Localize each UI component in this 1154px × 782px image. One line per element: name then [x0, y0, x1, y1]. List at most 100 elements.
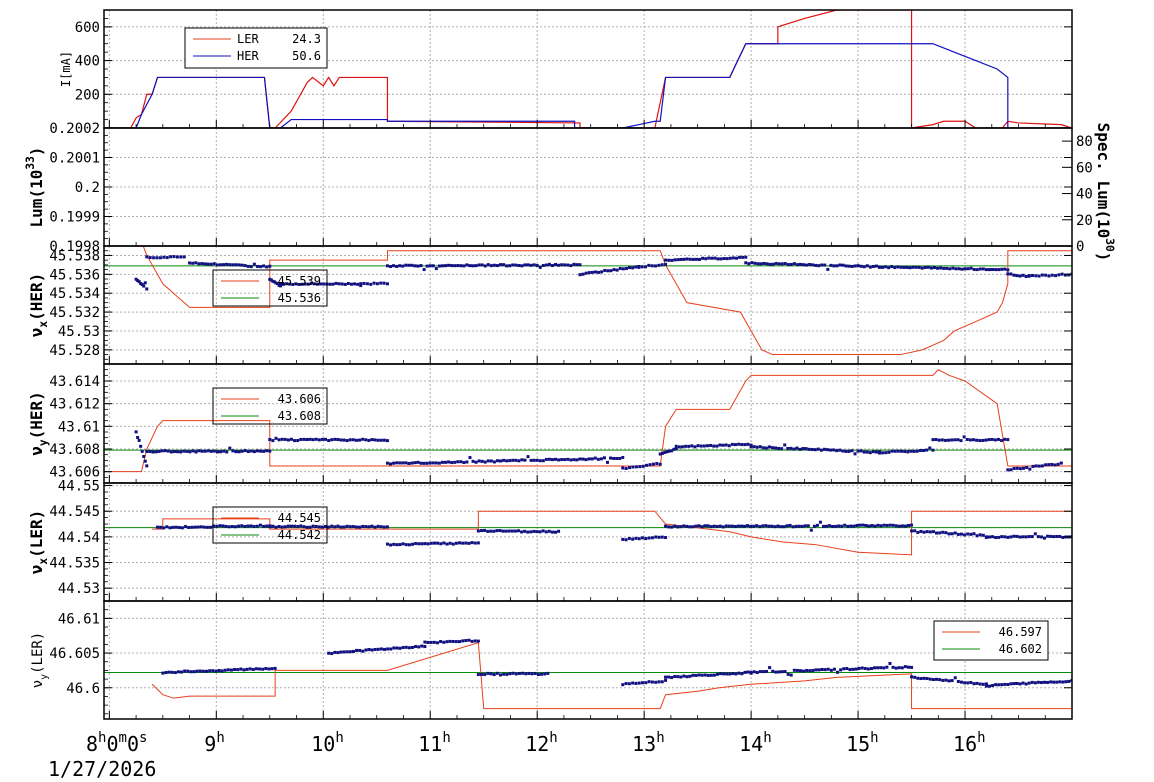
tune-point — [981, 533, 985, 537]
tune-point — [188, 450, 192, 454]
tune-point — [139, 282, 143, 286]
tune-point — [277, 283, 281, 287]
y-tick-label: 44.545 — [49, 504, 100, 520]
tune-point — [208, 669, 212, 673]
tune-point — [395, 543, 399, 547]
tune-point — [800, 524, 804, 528]
tune-point — [448, 639, 452, 643]
tune-point — [881, 451, 885, 455]
tune-point — [948, 267, 952, 271]
tune-point — [831, 524, 835, 528]
tune-point — [468, 264, 472, 268]
y-tick-label: 0.2 — [75, 180, 100, 196]
tune-point — [600, 270, 604, 274]
tune-point — [785, 524, 789, 528]
tune-point — [240, 524, 244, 528]
y-tick-label: 0.1998 — [49, 239, 100, 255]
tune-point — [694, 257, 698, 261]
tune-point — [200, 262, 204, 266]
plot-area — [104, 10, 1072, 128]
tune-point — [407, 646, 411, 650]
tune-point — [1006, 683, 1010, 687]
legend-value: 44.545 — [278, 511, 321, 525]
tune-point — [392, 542, 396, 546]
tune-point — [764, 446, 768, 450]
tune-point — [476, 673, 480, 677]
tune-point — [547, 457, 551, 461]
tune-point — [975, 534, 979, 538]
tune-point — [1018, 535, 1022, 539]
y-tick-label: 45.534 — [49, 286, 100, 302]
tune-point — [467, 638, 471, 642]
tune-point — [243, 264, 247, 268]
tune-point — [550, 458, 554, 462]
tune-point — [240, 263, 244, 267]
tune-point — [634, 265, 638, 269]
tune-point — [179, 450, 183, 454]
tune-point — [395, 461, 399, 465]
tune-point — [176, 450, 180, 454]
tune-point — [621, 537, 625, 541]
tune-point — [795, 446, 799, 450]
tune-point — [578, 263, 582, 267]
tune-point — [544, 530, 548, 534]
tune-point — [660, 680, 664, 684]
tune-point — [428, 461, 432, 465]
tune-point — [935, 677, 939, 681]
tune-point — [670, 258, 674, 262]
tune-point — [731, 672, 735, 676]
tune-point — [994, 683, 998, 687]
tune-point — [520, 530, 524, 534]
tune-point — [897, 524, 901, 528]
tune-point — [1050, 273, 1054, 277]
tune-point — [1049, 534, 1053, 538]
tune-point — [404, 543, 408, 547]
tune-point — [349, 282, 353, 286]
tune-point — [860, 666, 864, 670]
tune-point — [285, 282, 289, 286]
tune-point — [188, 261, 192, 265]
tune-point — [340, 282, 344, 286]
legend-label: LER — [237, 32, 259, 46]
tune-point — [650, 536, 654, 540]
tune-point — [429, 541, 433, 545]
tune-point — [262, 449, 266, 453]
tune-point — [734, 672, 738, 676]
tune-point — [222, 449, 226, 453]
tune-point — [891, 523, 895, 527]
tune-point — [987, 535, 991, 539]
tune-point — [239, 667, 243, 671]
setpoint-line — [151, 641, 1072, 710]
tune-point — [245, 667, 249, 671]
tune-point — [532, 529, 536, 533]
tune-point — [471, 264, 475, 268]
tune-point — [981, 267, 985, 271]
tune-point — [480, 263, 484, 267]
tune-point — [968, 438, 972, 442]
tune-point — [953, 531, 957, 535]
tune-point — [502, 263, 506, 267]
tune-point — [342, 525, 346, 529]
tune-point — [229, 668, 233, 672]
tune-point — [792, 668, 796, 672]
tune-point — [254, 667, 258, 671]
tune-point — [847, 264, 851, 268]
tune-point — [956, 679, 960, 683]
legend-value: 24.3 — [292, 32, 321, 46]
tune-point — [317, 438, 321, 442]
tune-point — [1059, 461, 1063, 465]
tune-point — [351, 438, 355, 442]
tune-point — [1000, 535, 1004, 539]
right-y-tick-label: 60 — [1076, 160, 1093, 176]
tune-point — [676, 258, 680, 262]
tune-point — [704, 257, 708, 261]
tune-point — [876, 523, 880, 527]
tune-point — [804, 447, 808, 451]
tune-point — [749, 445, 753, 449]
tune-point — [771, 262, 775, 266]
tune-point — [1006, 268, 1010, 272]
y-tick-label: 45.536 — [49, 267, 100, 283]
tune-point — [865, 264, 869, 268]
tune-point — [770, 524, 774, 528]
tune-point — [712, 524, 716, 528]
